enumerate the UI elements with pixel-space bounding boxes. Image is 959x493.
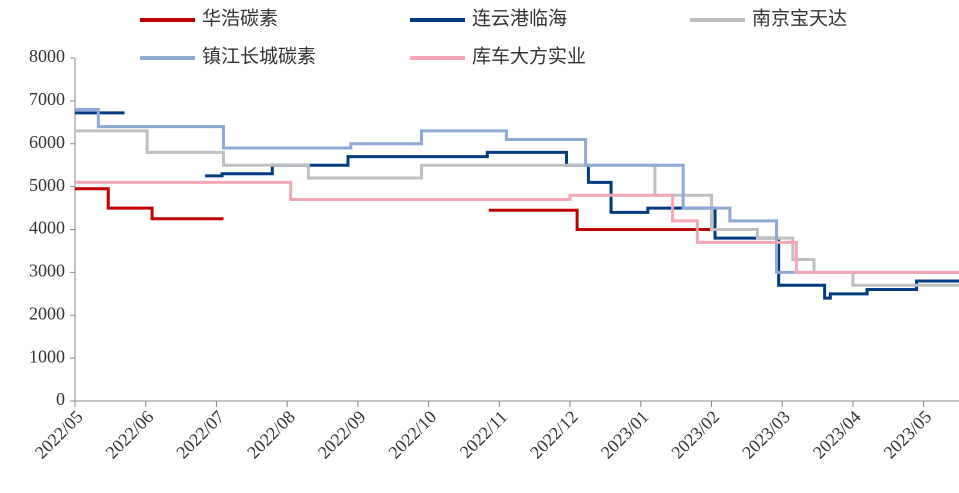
legend-label: 南京宝天达 — [752, 7, 847, 29]
series-line — [75, 187, 733, 231]
x-tick-label: 2022/08 — [243, 407, 299, 463]
legend-label: 连云港临海 — [472, 7, 567, 29]
x-tick-label: 2023/03 — [738, 407, 794, 463]
x-tick-label: 2023/04 — [809, 407, 865, 463]
x-tick-label: 2023/01 — [597, 407, 653, 463]
series-line — [75, 107, 959, 274]
x-tick-label: 2022/06 — [102, 407, 158, 463]
y-tick-label: 0 — [56, 389, 65, 409]
y-tick-label: 4000 — [29, 218, 65, 238]
x-tick-label: 2022/05 — [31, 407, 87, 463]
x-tick-label: 2022/12 — [526, 407, 582, 463]
x-tick-label: 2022/10 — [384, 407, 440, 463]
legend-label: 华浩碳素 — [202, 7, 278, 29]
x-tick-label: 2023/02 — [667, 407, 723, 463]
series-line — [75, 129, 959, 287]
y-tick-label: 5000 — [29, 175, 65, 195]
y-tick-label: 6000 — [29, 132, 65, 152]
y-tick-label: 7000 — [29, 89, 65, 109]
x-tick-label: 2022/07 — [172, 407, 228, 463]
y-tick-label: 2000 — [29, 303, 65, 323]
x-tick-label: 2022/09 — [314, 407, 370, 463]
legend-label: 库车大方实业 — [472, 45, 586, 67]
x-tick-label: 2023/05 — [880, 407, 936, 463]
y-tick-label: 3000 — [29, 261, 65, 281]
series-line — [75, 180, 959, 274]
x-tick-label: 2022/11 — [456, 407, 511, 462]
y-tick-label: 8000 — [29, 46, 65, 66]
legend-label: 镇江长城碳素 — [202, 45, 316, 67]
y-tick-label: 1000 — [29, 346, 65, 366]
